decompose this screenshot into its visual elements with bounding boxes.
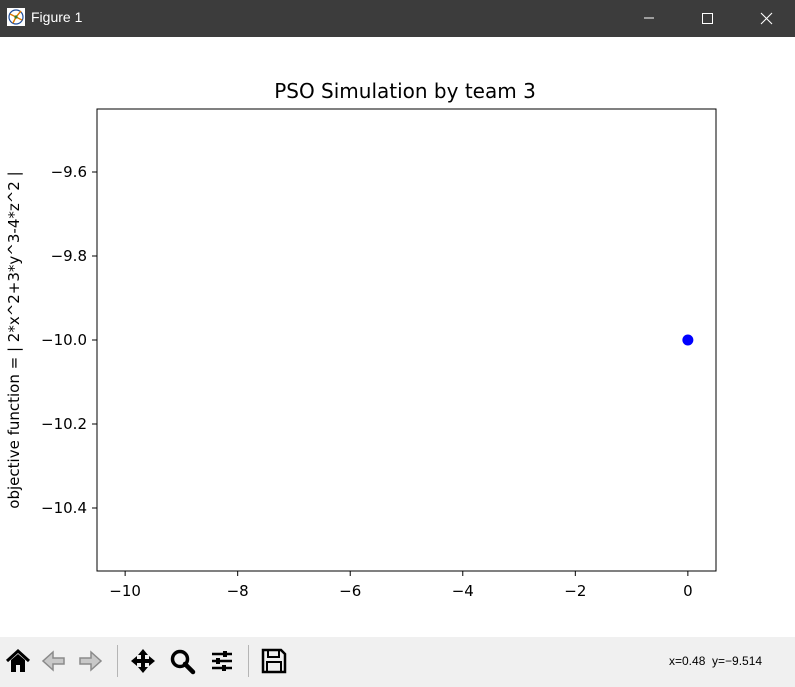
configure-subplots-icon — [212, 651, 232, 671]
app-icon — [7, 8, 25, 26]
y-tick-label: −10.0 — [41, 331, 87, 349]
zoom-button[interactable] — [166, 643, 198, 679]
zoom-icon — [170, 649, 196, 675]
x-tick-label: −2 — [564, 582, 586, 600]
y-tick-label: −10.2 — [41, 415, 87, 433]
x-tick-label: −8 — [227, 582, 249, 600]
home-button[interactable] — [2, 643, 34, 679]
close-icon — [760, 12, 773, 25]
y-tick-label: −9.8 — [51, 247, 87, 265]
forward-button[interactable] — [74, 643, 106, 679]
window-title-bar: Figure 1 — [0, 0, 795, 37]
y-axis-label: objective function = | 2*x^2+3*y^3-4*z^2… — [5, 171, 23, 508]
figure-canvas[interactable]: PSO Simulation by team 3 −10 −8 −6 −4 −2 0 −9… — [0, 37, 795, 637]
pan-button[interactable] — [127, 643, 159, 679]
cursor-coordinates: x=0.48 y=−9.514 — [669, 654, 763, 668]
home-icon — [5, 648, 31, 672]
back-arrow-icon — [41, 650, 65, 672]
window-title: Figure 1 — [31, 9, 83, 25]
close-button[interactable] — [737, 0, 795, 37]
x-tick-label: −10 — [109, 582, 141, 600]
plot-area — [96, 108, 717, 572]
toolbar-separator — [117, 645, 118, 677]
forward-arrow-icon — [79, 650, 103, 672]
minimize-icon — [644, 17, 654, 19]
x-tick-label: −4 — [452, 582, 474, 600]
save-button[interactable] — [258, 643, 290, 679]
y-tick-label: −10.4 — [41, 499, 87, 517]
chart: PSO Simulation by team 3 −10 −8 −6 −4 −2 0 −9… — [5, 79, 717, 600]
configure-subplots-button[interactable] — [206, 643, 238, 679]
chart-title: PSO Simulation by team 3 — [274, 79, 536, 103]
x-axis: −10 −8 −6 −4 −2 0 — [109, 571, 693, 600]
data-point — [682, 334, 694, 346]
back-button[interactable] — [38, 643, 70, 679]
scatter-series — [682, 334, 694, 346]
y-axis: −9.6 −9.8 −10.0 −10.2 −10.4 — [41, 163, 97, 517]
maximize-button[interactable] — [678, 0, 736, 37]
x-tick-label: 0 — [683, 582, 693, 600]
minimize-button[interactable] — [620, 0, 678, 37]
x-tick-label: −6 — [339, 582, 361, 600]
y-tick-label: −9.6 — [51, 163, 87, 181]
pan-icon — [131, 649, 155, 673]
navigation-toolbar: x=0.48 y=−9.514 — [0, 637, 795, 687]
maximize-icon — [702, 13, 713, 24]
toolbar-separator — [248, 645, 249, 677]
save-icon — [261, 648, 287, 674]
